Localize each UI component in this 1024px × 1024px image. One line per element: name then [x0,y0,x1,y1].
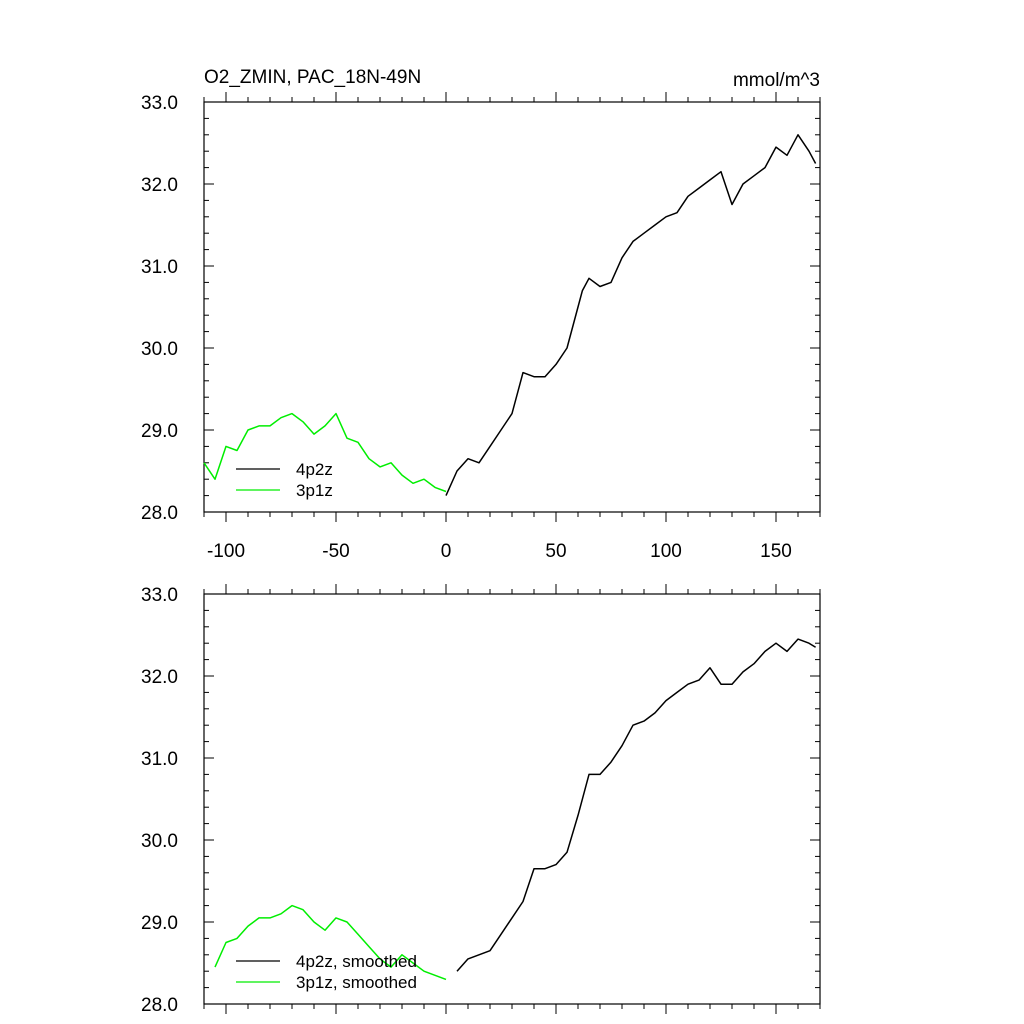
legend-label-4p2z-smoothed: 4p2z, smoothed [296,952,417,971]
y-tick-label: 30.0 [141,339,178,360]
legend-label-3p1z: 3p1z [296,481,333,500]
bottom-panel: 28.0 29.0 30.0 31.0 32.0 33.0 4p2z, smoothed … [141,584,820,1016]
y-tick-label: 31.0 [141,749,178,770]
x-tick-label: -100 [207,541,245,562]
chart-title: O2_ZMIN, PAC_18N-49N [204,67,421,88]
y-tick-label: 33.0 [141,93,178,114]
y-tick-label: 28.0 [141,503,178,524]
y-tick-label: 33.0 [141,585,178,606]
x-tick-label: 100 [650,541,682,562]
legend-label-3p1z-smoothed: 3p1z, smoothed [296,973,417,992]
units-label: mmol/m^3 [733,70,820,91]
x-tick-label: -50 [322,541,349,562]
y-tick-label: 28.0 [141,995,178,1016]
y-tick-label: 29.0 [141,913,178,934]
legend: 4p2z 3p1z [236,460,333,500]
x-tick-label: 150 [760,541,792,562]
y-tick-label: 29.0 [141,421,178,442]
legend: 4p2z, smoothed 3p1z, smoothed [236,952,417,992]
series-line-4p2z [446,135,816,496]
series-line-3p1z [204,414,446,492]
x-tick-label: 50 [545,541,566,562]
chart-figure: O2_ZMIN, PAC_18N-49N mmol/m^3 28.0 29.0 30… [0,0,1024,1024]
y-tick-label: 31.0 [141,257,178,278]
top-panel: O2_ZMIN, PAC_18N-49N mmol/m^3 28.0 29.0 30… [141,67,820,562]
plot-frame [204,102,820,512]
legend-label-4p2z: 4p2z [296,460,333,479]
plot-frame [204,594,820,1004]
y-tick-label: 30.0 [141,831,178,852]
y-tick-label: 32.0 [141,175,178,196]
x-tick-label: 0 [441,541,452,562]
y-tick-label: 32.0 [141,667,178,688]
series-line-4p2z-smoothed [457,639,816,971]
